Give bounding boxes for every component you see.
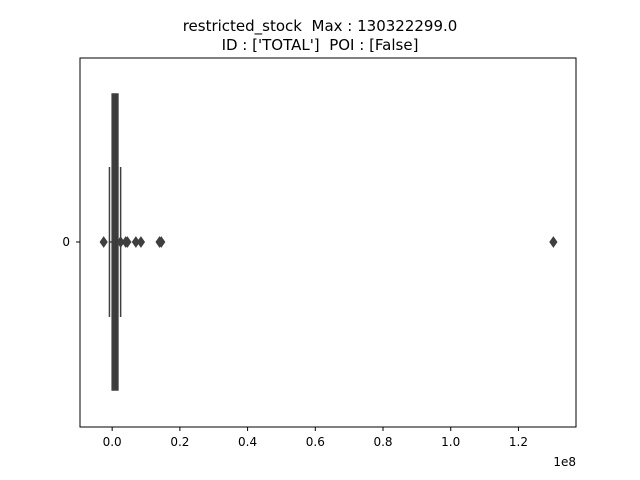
y-tick-label: 0 (62, 235, 70, 249)
chart-title-line-1: restricted_stock Max : 130322299.0 (182, 17, 458, 35)
plot-frame (79, 57, 577, 428)
x-tick-label: 0.0 (103, 435, 122, 449)
chart-title-line-2: ID : ['TOTAL'] POI : [False] (221, 36, 419, 54)
outlier-point (549, 236, 558, 248)
x-tick-label: 1.0 (441, 435, 460, 449)
outlier-point (157, 236, 166, 248)
x-offset-label: 1e8 (553, 455, 576, 469)
outlier-point (136, 236, 146, 248)
x-tick-label: 0.4 (238, 435, 257, 449)
outlier-point (123, 236, 132, 248)
x-tick-label: 0.2 (170, 435, 189, 449)
x-tick-label: 0.6 (306, 435, 325, 449)
outlier-point (99, 236, 108, 248)
x-tick-label: 0.8 (373, 435, 392, 449)
x-tick-label: 1.2 (509, 435, 528, 449)
